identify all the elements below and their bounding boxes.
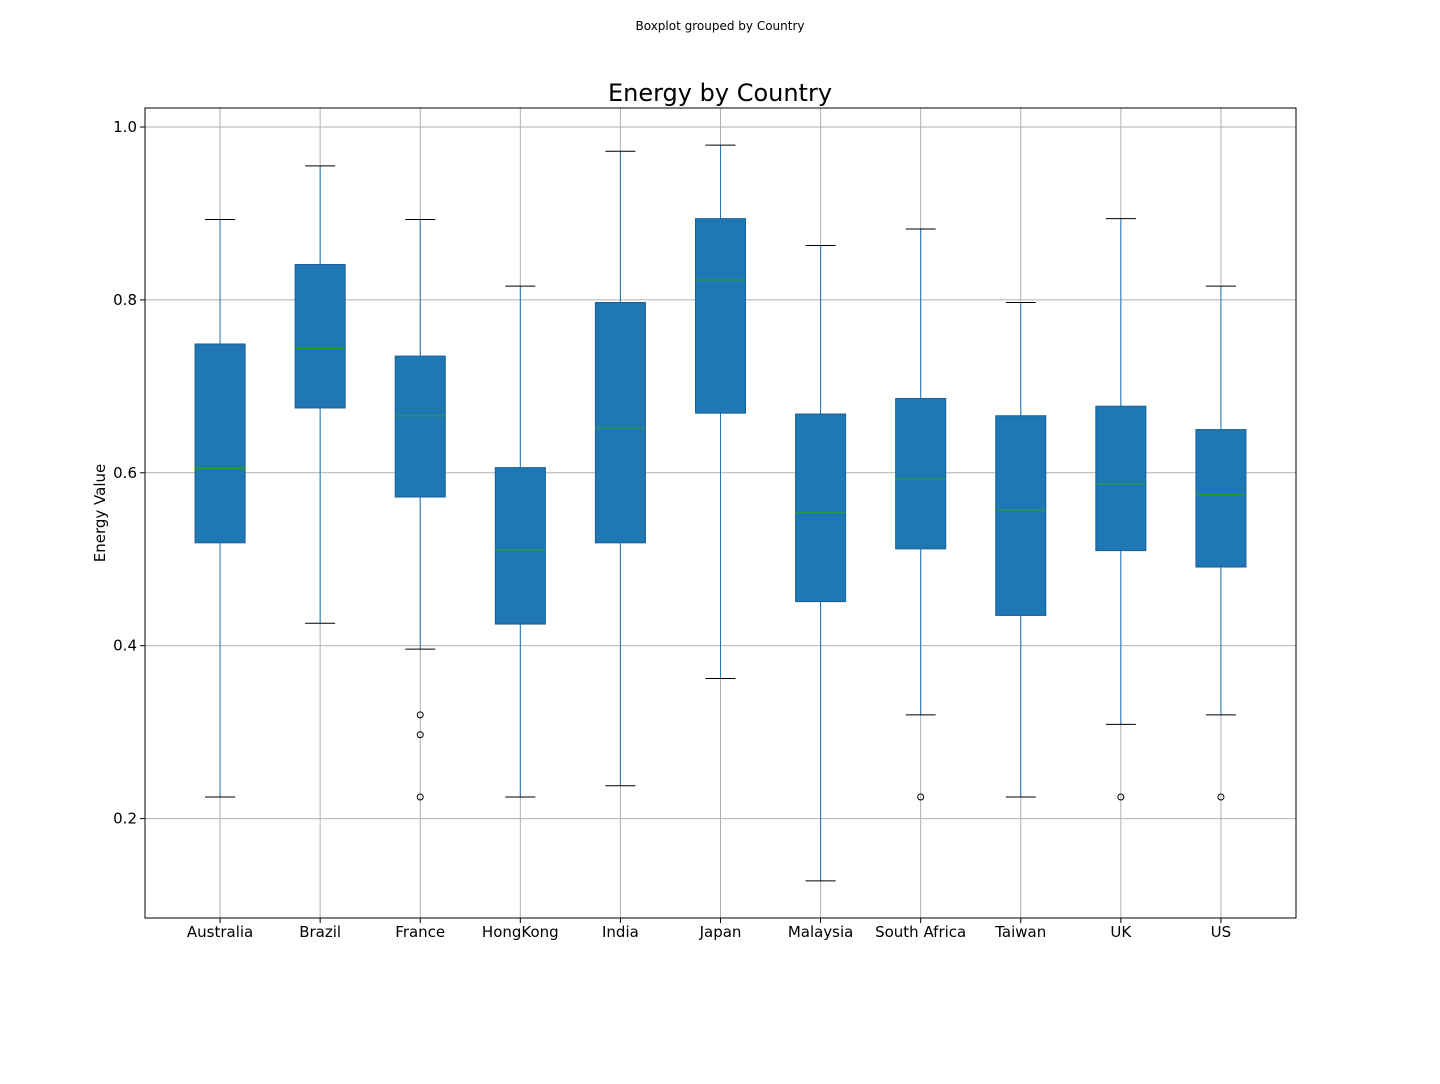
- box-group: [895, 228, 947, 801]
- box-iqr: [494, 467, 546, 625]
- plot-frame: [144, 107, 1297, 919]
- x-tick-label: Brazil: [299, 923, 341, 941]
- y-tick-label: 0.4: [113, 637, 137, 655]
- x-tick-label: France: [395, 923, 445, 941]
- marks-layer: [194, 144, 1247, 882]
- y-tick-label: 0.2: [113, 810, 137, 828]
- x-tick-label: Malaysia: [788, 923, 854, 941]
- box-group: [1095, 218, 1147, 801]
- box-iqr: [294, 263, 346, 409]
- y-tick-label: 0.8: [113, 291, 137, 309]
- outlier-point: [416, 793, 424, 801]
- box-iqr: [1195, 429, 1247, 568]
- x-tick-label: HongKong: [482, 923, 559, 941]
- box-iqr: [895, 397, 947, 550]
- outlier-point: [416, 711, 424, 719]
- box-group: [394, 219, 446, 801]
- box-iqr: [1095, 405, 1147, 552]
- box-iqr: [995, 415, 1047, 616]
- y-axis-label: Energy Value: [91, 464, 109, 562]
- outlier-point: [1217, 793, 1225, 801]
- chart-title: Energy by Country: [608, 79, 832, 107]
- figure-suptitle: Boxplot grouped by Country: [635, 19, 805, 33]
- box-group: [494, 285, 546, 798]
- x-tick-label: Australia: [187, 923, 253, 941]
- y-tick-label: 1.0: [113, 118, 137, 136]
- box-iqr: [394, 355, 446, 498]
- x-tick-label: Taiwan: [994, 923, 1046, 941]
- outlier-point: [917, 793, 925, 801]
- axes-layer: 0.2 0.4 0.6 0.8 1.0 Australia Brazil France Hong…: [113, 107, 1297, 941]
- box-group: [694, 144, 747, 680]
- x-tick-label: India: [602, 923, 639, 941]
- box-iqr: [594, 302, 646, 544]
- box-group: [1195, 285, 1247, 801]
- box-iqr: [694, 218, 747, 414]
- box-group: [294, 165, 346, 624]
- x-tick-label: US: [1211, 923, 1232, 941]
- box-group: [995, 302, 1047, 798]
- box-group: [194, 219, 246, 798]
- box-group: [795, 244, 847, 882]
- x-tick-label: Japan: [699, 923, 742, 941]
- x-tick-label: South Africa: [875, 923, 966, 941]
- box-iqr: [795, 413, 847, 603]
- box-group: [594, 150, 646, 787]
- outlier-point: [416, 731, 424, 739]
- x-tick-label: UK: [1110, 923, 1132, 941]
- y-tick-label: 0.6: [113, 464, 137, 482]
- outlier-point: [1117, 793, 1125, 801]
- box-iqr: [194, 343, 246, 544]
